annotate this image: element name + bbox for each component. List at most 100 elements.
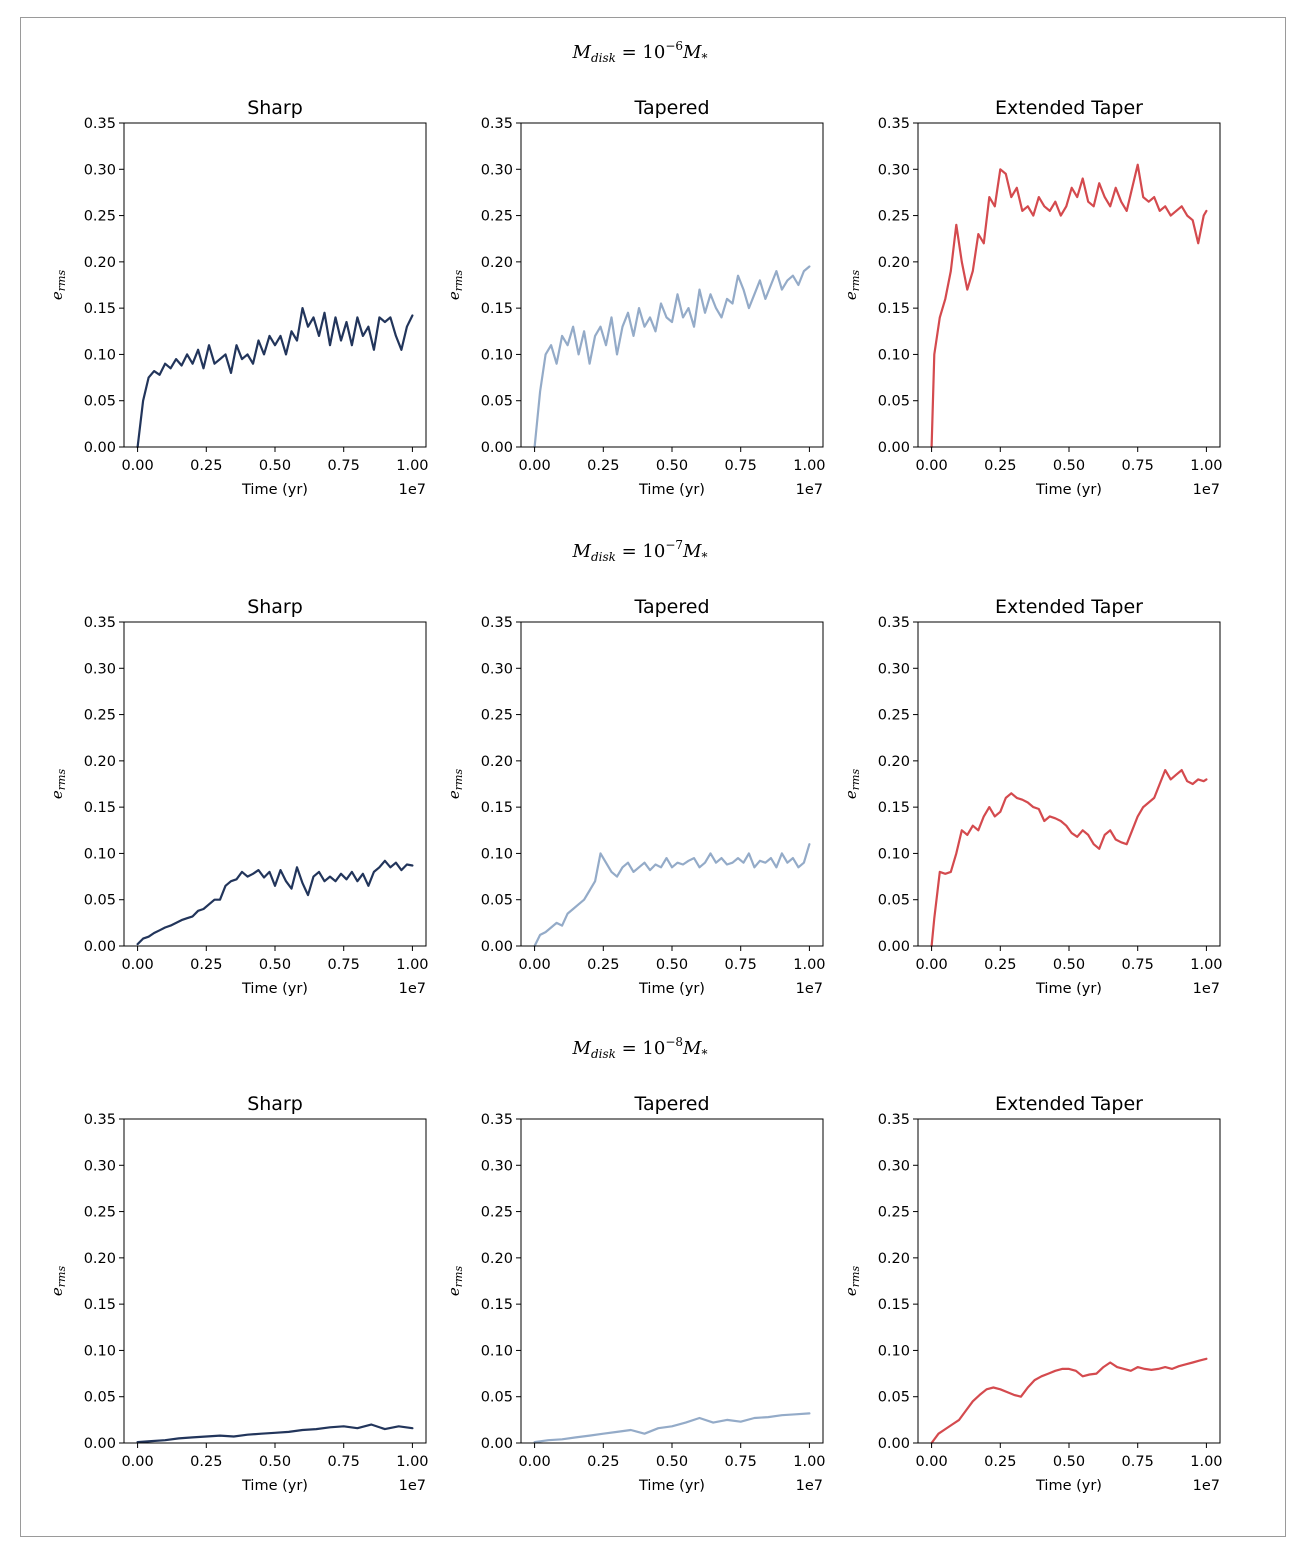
row-title: Mdisk = 10−6M* (572, 39, 708, 65)
subplot-3: Extended Taper 0.00 0.05 0.10 0.15 0.20 0.25 0.… (842, 97, 1223, 498)
x-tick-label: 0.50 (1053, 458, 1085, 474)
subplot-6: Extended Taper 0.00 0.05 0.10 0.15 0.20 0.25 0.… (842, 596, 1223, 997)
series-line (136, 1423, 414, 1444)
y-tick-label: 0.15 (878, 301, 910, 317)
x-tick-label: 0.25 (190, 1454, 222, 1470)
y-tick-label: 0.20 (481, 1251, 513, 1267)
y-tick-label: 0.10 (878, 846, 910, 862)
row-title-sub: disk (591, 51, 616, 65)
x-tick-label: 0.75 (328, 1454, 360, 1470)
y-tick-label: 0.30 (84, 661, 116, 677)
x-tick-label: 0.25 (984, 1454, 1016, 1470)
y-tick-label: 0.30 (878, 1158, 910, 1174)
x-tick-label: 0.75 (1122, 1454, 1154, 1470)
y-tick-label: 0.35 (481, 1112, 513, 1128)
row-title-mid: = 10 (616, 541, 665, 562)
x-offset-label: 1e7 (1193, 981, 1220, 997)
row-title-sub: disk (591, 1047, 616, 1061)
y-tick-label: 0.25 (481, 1205, 513, 1221)
x-axis-label: Time (yr) (638, 981, 705, 997)
y-tick-label: 0.15 (878, 1297, 910, 1313)
y-axis-label: erms (842, 1266, 862, 1297)
y-tick-label: 0.15 (84, 301, 116, 317)
x-tick-label: 0.25 (190, 458, 222, 474)
y-tick-label: 0.30 (878, 162, 910, 178)
y-axis-label: erms (445, 1266, 465, 1297)
y-tick-label: 0.20 (878, 255, 910, 271)
row-title-sup: −7 (665, 538, 683, 552)
x-axis-label: Time (yr) (1035, 981, 1102, 997)
x-tick-label: 1.00 (396, 1454, 428, 1470)
axes-frame (520, 621, 824, 947)
axes-frame (123, 122, 427, 448)
row-title-m: M (572, 541, 592, 562)
x-tick-label: 0.00 (915, 458, 947, 474)
y-tick-label: 0.00 (878, 1436, 910, 1452)
y-axis-label: erms (445, 270, 465, 301)
x-tick-label: 0.00 (121, 458, 153, 474)
y-axis-label-main: e (842, 1287, 860, 1296)
x-axis-label: Time (yr) (241, 981, 308, 997)
x-tick-label: 0.75 (725, 458, 757, 474)
y-tick-label: 0.25 (84, 708, 116, 724)
x-offset-label: 1e7 (796, 1478, 823, 1494)
y-tick-label: 0.25 (84, 1205, 116, 1221)
x-tick-label: 0.50 (259, 957, 291, 973)
subplot-5: Tapered 0.00 0.05 0.10 0.15 0.20 0.25 0.30 0.35 0… (445, 596, 826, 997)
y-tick-label: 0.30 (481, 661, 513, 677)
row-title-sup: −8 (665, 1035, 683, 1049)
y-tick-label: 0.20 (84, 754, 116, 770)
y-tick-label: 0.15 (481, 1297, 513, 1313)
series-line (136, 859, 414, 946)
y-tick-label: 0.00 (84, 1436, 116, 1452)
y-tick-label: 0.30 (878, 661, 910, 677)
panel-title: Sharp (247, 97, 303, 119)
panel-title: Tapered (634, 97, 710, 119)
x-tick-label: 0.00 (518, 957, 550, 973)
x-tick-label: 1.00 (396, 458, 428, 474)
y-tick-label: 0.15 (481, 301, 513, 317)
subplot-8: Tapered 0.00 0.05 0.10 0.15 0.20 0.25 0.30 0.35 0… (445, 1093, 826, 1494)
x-axis-label: Time (yr) (1035, 1478, 1102, 1494)
y-axis-label-main: e (48, 291, 66, 300)
y-axis-label: erms (48, 1266, 68, 1297)
y-tick-label: 0.30 (84, 162, 116, 178)
row-title-post: M (682, 1038, 702, 1059)
y-tick-label: 0.00 (878, 939, 910, 955)
x-axis-label: Time (yr) (241, 482, 308, 498)
series-line (930, 769, 1208, 948)
x-offset-label: 1e7 (1193, 482, 1220, 498)
x-axis-label: Time (yr) (241, 1478, 308, 1494)
row-title-sub: disk (591, 550, 616, 564)
x-tick-label: 0.50 (259, 458, 291, 474)
y-tick-label: 0.00 (481, 440, 513, 456)
x-tick-label: 0.75 (328, 458, 360, 474)
y-tick-label: 0.10 (84, 1343, 116, 1359)
x-tick-label: 0.75 (1122, 957, 1154, 973)
y-tick-label: 0.35 (878, 116, 910, 132)
row-title-m: M (572, 42, 592, 63)
y-tick-label: 0.20 (84, 255, 116, 271)
y-tick-label: 0.25 (878, 708, 910, 724)
y-tick-label: 0.00 (84, 939, 116, 955)
subplot-9: Extended Taper 0.00 0.05 0.10 0.15 0.20 0.25 0.… (842, 1093, 1223, 1494)
y-tick-label: 0.05 (84, 893, 116, 909)
y-tick-label: 0.10 (481, 347, 513, 363)
x-tick-label: 1.00 (1190, 1454, 1222, 1470)
x-tick-label: 0.25 (587, 458, 619, 474)
panel-title: Extended Taper (995, 1093, 1143, 1115)
series-line (533, 1412, 811, 1444)
x-axis-label: Time (yr) (638, 1478, 705, 1494)
y-tick-label: 0.20 (878, 754, 910, 770)
row-title: Mdisk = 10−8M* (572, 1035, 708, 1061)
x-offset-label: 1e7 (399, 981, 426, 997)
y-tick-label: 0.35 (84, 1112, 116, 1128)
y-axis-label-main: e (445, 291, 463, 300)
x-offset-label: 1e7 (796, 482, 823, 498)
y-tick-label: 0.00 (481, 1436, 513, 1452)
row-title: Mdisk = 10−7M* (572, 538, 708, 564)
y-tick-label: 0.20 (84, 1251, 116, 1267)
subplot-4: Sharp 0.00 0.05 0.10 0.15 0.20 0.25 0.30 0.35 0.0… (48, 596, 429, 997)
x-tick-label: 0.00 (121, 957, 153, 973)
